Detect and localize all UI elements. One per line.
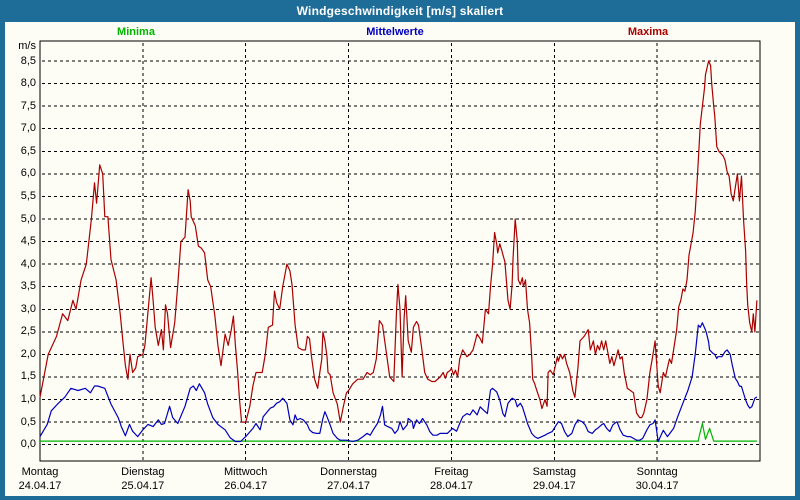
y-tick-label: 8,5	[20, 54, 36, 67]
y-tick-label: 2,5	[20, 325, 36, 338]
legend-item-mittelwerte: Mittelwerte	[366, 26, 424, 38]
day-name: Samstag	[532, 466, 576, 478]
y-tick-label: 2,0	[20, 347, 36, 360]
y-tick-label: 4,5	[20, 235, 36, 248]
y-tick-label: 5,0	[20, 212, 36, 225]
plot-border	[39, 40, 761, 462]
y-tick-label: 5,5	[20, 189, 36, 202]
day-date: 25.04.17	[121, 480, 165, 492]
x-day-label: Dienstag 25.04.17	[95, 465, 191, 493]
y-tick-label: 0,5	[20, 415, 36, 428]
y-axis-unit-label: m/s	[18, 40, 36, 52]
y-tick-label: 3,5	[20, 280, 36, 293]
page-title: Windgeschwindigkeit [m/s] skaliert	[296, 4, 504, 18]
day-date: 29.04.17	[532, 480, 576, 492]
series-line-maxima	[39, 60, 758, 423]
x-day-label: Montag 24.04.17	[0, 465, 88, 493]
window-border-right	[795, 22, 800, 496]
x-day-label: Mittwoch 26.04.17	[198, 465, 294, 493]
day-date: 30.04.17	[635, 480, 679, 492]
y-tick-label: 6,5	[20, 144, 36, 157]
y-tick-label: 0,0	[20, 438, 36, 451]
series-line-minima	[40, 422, 757, 442]
day-name: Mittwoch	[224, 466, 268, 478]
x-day-label: Freitag 28.04.17	[403, 465, 499, 493]
window-border-left	[0, 22, 5, 496]
day-name: Donnerstag	[320, 466, 377, 478]
x-day-label: Sonntag 30.04.17	[609, 465, 705, 493]
day-name: Freitag	[434, 466, 469, 478]
y-tick-label: 1,5	[20, 370, 36, 383]
x-day-label: Donnerstag 27.04.17	[301, 465, 397, 493]
x-day-label: Samstag 29.04.17	[506, 465, 602, 493]
legend-item-maxima: Maxima	[627, 26, 669, 38]
y-tick-label: 1,0	[20, 393, 36, 406]
legend-item-minima: Minima	[117, 26, 155, 38]
y-tick-label: 6,0	[20, 167, 36, 180]
window-border-bottom	[0, 496, 800, 500]
y-tick-label: 7,5	[20, 99, 36, 112]
day-name: Montag	[21, 466, 59, 478]
y-tick-label: 7,0	[20, 122, 36, 135]
day-date: 28.04.17	[430, 480, 473, 492]
day-name: Sonntag	[636, 466, 678, 478]
series-line-mittelwerte	[39, 322, 758, 443]
day-date: 24.04.17	[18, 480, 62, 492]
day-date: 27.04.17	[327, 480, 370, 492]
y-tick-label: 3,0	[20, 302, 36, 315]
y-tick-label: 4,0	[20, 257, 36, 270]
title-bar: Windgeschwindigkeit [m/s] skaliert	[0, 0, 800, 22]
y-tick-label: 8,0	[20, 77, 36, 90]
day-name: Dienstag	[121, 466, 165, 478]
day-date: 26.04.17	[224, 480, 268, 492]
